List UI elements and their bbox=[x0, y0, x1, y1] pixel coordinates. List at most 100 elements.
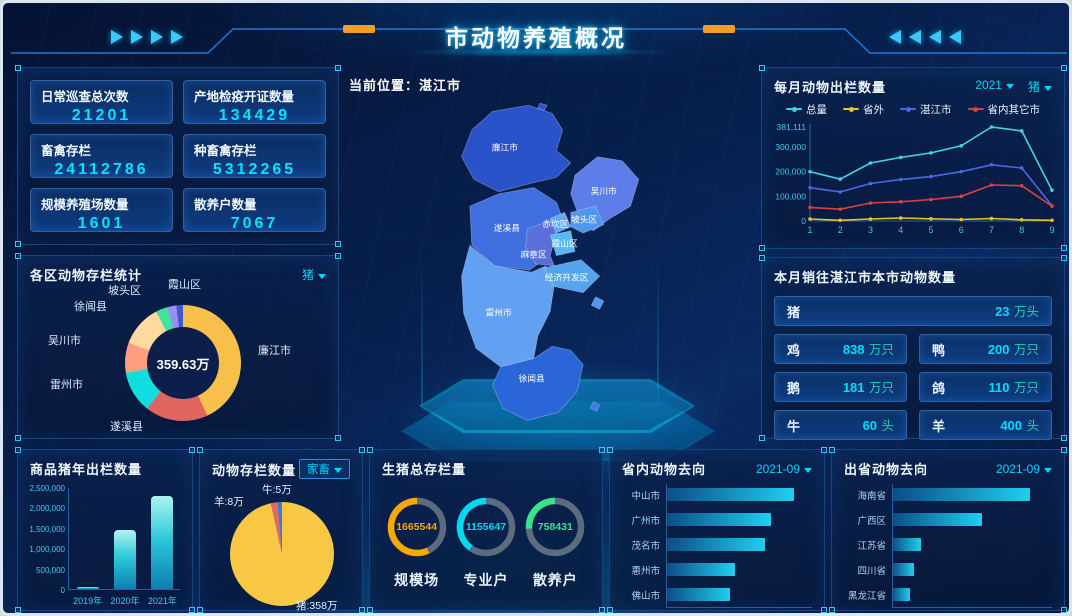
corner-accent bbox=[367, 607, 373, 613]
axis-tick-label: 2019年 bbox=[73, 596, 103, 606]
corner-accent bbox=[335, 253, 341, 259]
category-dropdown[interactable]: 家畜 bbox=[299, 459, 350, 479]
map-region-label: 雷州市 bbox=[486, 306, 512, 317]
hbar-row: 佛山市 bbox=[620, 584, 812, 605]
map-region-leizhou[interactable] bbox=[461, 244, 555, 368]
corner-accent bbox=[367, 447, 373, 453]
category-label: 中山市 bbox=[631, 490, 660, 502]
axis-tick-label: 2,500,000 bbox=[29, 484, 65, 493]
svg-text:6: 6 bbox=[959, 225, 964, 235]
axis-line bbox=[666, 484, 667, 607]
animal-dropdown[interactable]: 猪 bbox=[1028, 78, 1052, 95]
legend-item[interactable]: 省内其它市 bbox=[967, 102, 1040, 117]
sales-row-cattle: 牛 60 头 bbox=[774, 410, 907, 440]
year-dropdown[interactable]: 2021 bbox=[975, 78, 1014, 95]
map-island bbox=[537, 103, 548, 111]
month-dropdown[interactable]: 2021-09 bbox=[756, 462, 812, 476]
legend-item[interactable]: 湛江市 bbox=[900, 102, 952, 117]
corner-accent bbox=[607, 447, 613, 453]
map-region-kaifaqu[interactable] bbox=[543, 259, 601, 294]
donut-label: 坡头区 bbox=[108, 285, 141, 297]
map-region-lianjiang[interactable] bbox=[461, 104, 572, 193]
corner-accent bbox=[759, 435, 765, 441]
category-label: 江苏省 bbox=[857, 540, 886, 552]
corner-accent bbox=[189, 447, 195, 453]
panel-title: 本月销往湛江市本市动物数量 bbox=[774, 270, 957, 285]
svg-text:7: 7 bbox=[989, 225, 994, 235]
yearly-bar-chart: 0 500,000 1,000,000 1,500,000 2,000,000 2,500… bbox=[29, 484, 180, 606]
svg-text:8: 8 bbox=[1019, 225, 1024, 235]
stat-value: 24112786 bbox=[54, 161, 149, 178]
legend-item[interactable]: 总量 bbox=[786, 102, 827, 117]
panel-title: 各区动物存栏统计 bbox=[30, 268, 143, 283]
corner-accent bbox=[829, 607, 835, 613]
category-label: 佛山市 bbox=[631, 590, 660, 602]
bar bbox=[666, 563, 735, 576]
line-chart: 0 100,000 200,000 300,000 381,111 1 2 3 4 5 6 7 8 9 bbox=[775, 122, 1054, 235]
stat-card-farm-count: 规模养殖场数量 1601 bbox=[30, 188, 173, 232]
gauge-value: 1155647 bbox=[465, 521, 507, 533]
donut-center-total: 359.63万 bbox=[147, 327, 219, 399]
gauge-label: 专业户 bbox=[463, 572, 509, 588]
panel-title: 动物存栏数量 bbox=[212, 462, 297, 478]
bar-track bbox=[892, 538, 1052, 551]
gauge: 1665544 规模场 bbox=[386, 496, 448, 590]
bar bbox=[151, 496, 174, 589]
corner-accent bbox=[829, 447, 835, 453]
pie-label: 羊:8万 bbox=[214, 496, 244, 508]
map-region-mazhang[interactable] bbox=[525, 220, 557, 267]
hbar-row: 海南省 bbox=[842, 484, 1052, 505]
district-donut-panel: 各区动物存栏统计 猪 359.63万 廉江市 遂溪县 雷州市 吴川市 徐闻县 坡… bbox=[15, 253, 341, 441]
legend-marker bbox=[786, 106, 802, 112]
line-chart-legend: 总量 省外 湛江市 省内其它市 bbox=[762, 101, 1064, 117]
bar-track bbox=[666, 513, 812, 526]
bar bbox=[666, 513, 772, 526]
light-ray bbox=[421, 255, 423, 405]
gauge-value: 1665544 bbox=[396, 521, 438, 533]
axis-tick-label: 2021年 bbox=[147, 596, 177, 606]
page-title: 市动物养殖概况 bbox=[445, 25, 627, 51]
axis-tick-label: 15,000 bbox=[742, 611, 766, 616]
sales-row-duck: 鸭 200 万只 bbox=[919, 334, 1052, 364]
stat-label: 日常巡查总次数 bbox=[41, 90, 129, 104]
pie-label: 牛:5万 bbox=[262, 484, 292, 496]
map-region-label: 麻章区 bbox=[521, 249, 547, 260]
bar-track bbox=[892, 488, 1052, 501]
legend-item[interactable]: 省外 bbox=[843, 102, 884, 117]
gauge-ring: 1665544 bbox=[386, 496, 448, 558]
bar bbox=[666, 538, 766, 551]
axis-line bbox=[892, 484, 893, 607]
corner-accent bbox=[335, 241, 341, 247]
donut-label: 吴川市 bbox=[48, 335, 81, 347]
panel-title: 商品猪年出栏数量 bbox=[30, 462, 143, 477]
corner-accent bbox=[15, 435, 21, 441]
category-label: 海南省 bbox=[857, 490, 886, 502]
bar-track bbox=[892, 588, 1052, 601]
bar-track bbox=[892, 563, 1052, 576]
chevron-down-icon bbox=[1044, 467, 1052, 473]
map-region-xiashan[interactable] bbox=[549, 230, 576, 257]
gauge: 758431 散养户 bbox=[524, 496, 586, 590]
svg-text:2: 2 bbox=[838, 225, 843, 235]
map-region-potou[interactable] bbox=[570, 205, 605, 234]
axis-tick-label: 100,000 bbox=[1038, 611, 1066, 616]
map-region-xuwen[interactable] bbox=[492, 345, 584, 421]
axis-ticks: 0 5,000 10,000 15,000 20,000 25,000 bbox=[664, 611, 824, 616]
bar-track bbox=[666, 538, 812, 551]
bar bbox=[892, 563, 915, 576]
axis-tick-label: 40,000 bbox=[944, 611, 968, 616]
category-label: 广西区 bbox=[857, 515, 886, 527]
bar bbox=[892, 488, 1030, 501]
axis-tick-label: 0 bbox=[60, 586, 65, 595]
animal-dropdown[interactable]: 猪 bbox=[302, 266, 326, 283]
donut-label: 霞山区 bbox=[168, 279, 201, 291]
gauges-panel: 生猪总存栏量 1665544 规模场 1155647 专业户 758431 散养户 bbox=[367, 447, 605, 613]
hbar-row: 惠州市 bbox=[620, 559, 812, 580]
svg-text:5: 5 bbox=[928, 225, 933, 235]
panel-title: 省内动物去向 bbox=[622, 462, 707, 477]
axis-tick-label: 80,000 bbox=[1008, 611, 1032, 616]
bar bbox=[666, 588, 731, 601]
month-dropdown[interactable]: 2021-09 bbox=[996, 462, 1052, 476]
axis-tick-label: 2020年 bbox=[110, 596, 140, 606]
corner-accent bbox=[335, 435, 341, 441]
